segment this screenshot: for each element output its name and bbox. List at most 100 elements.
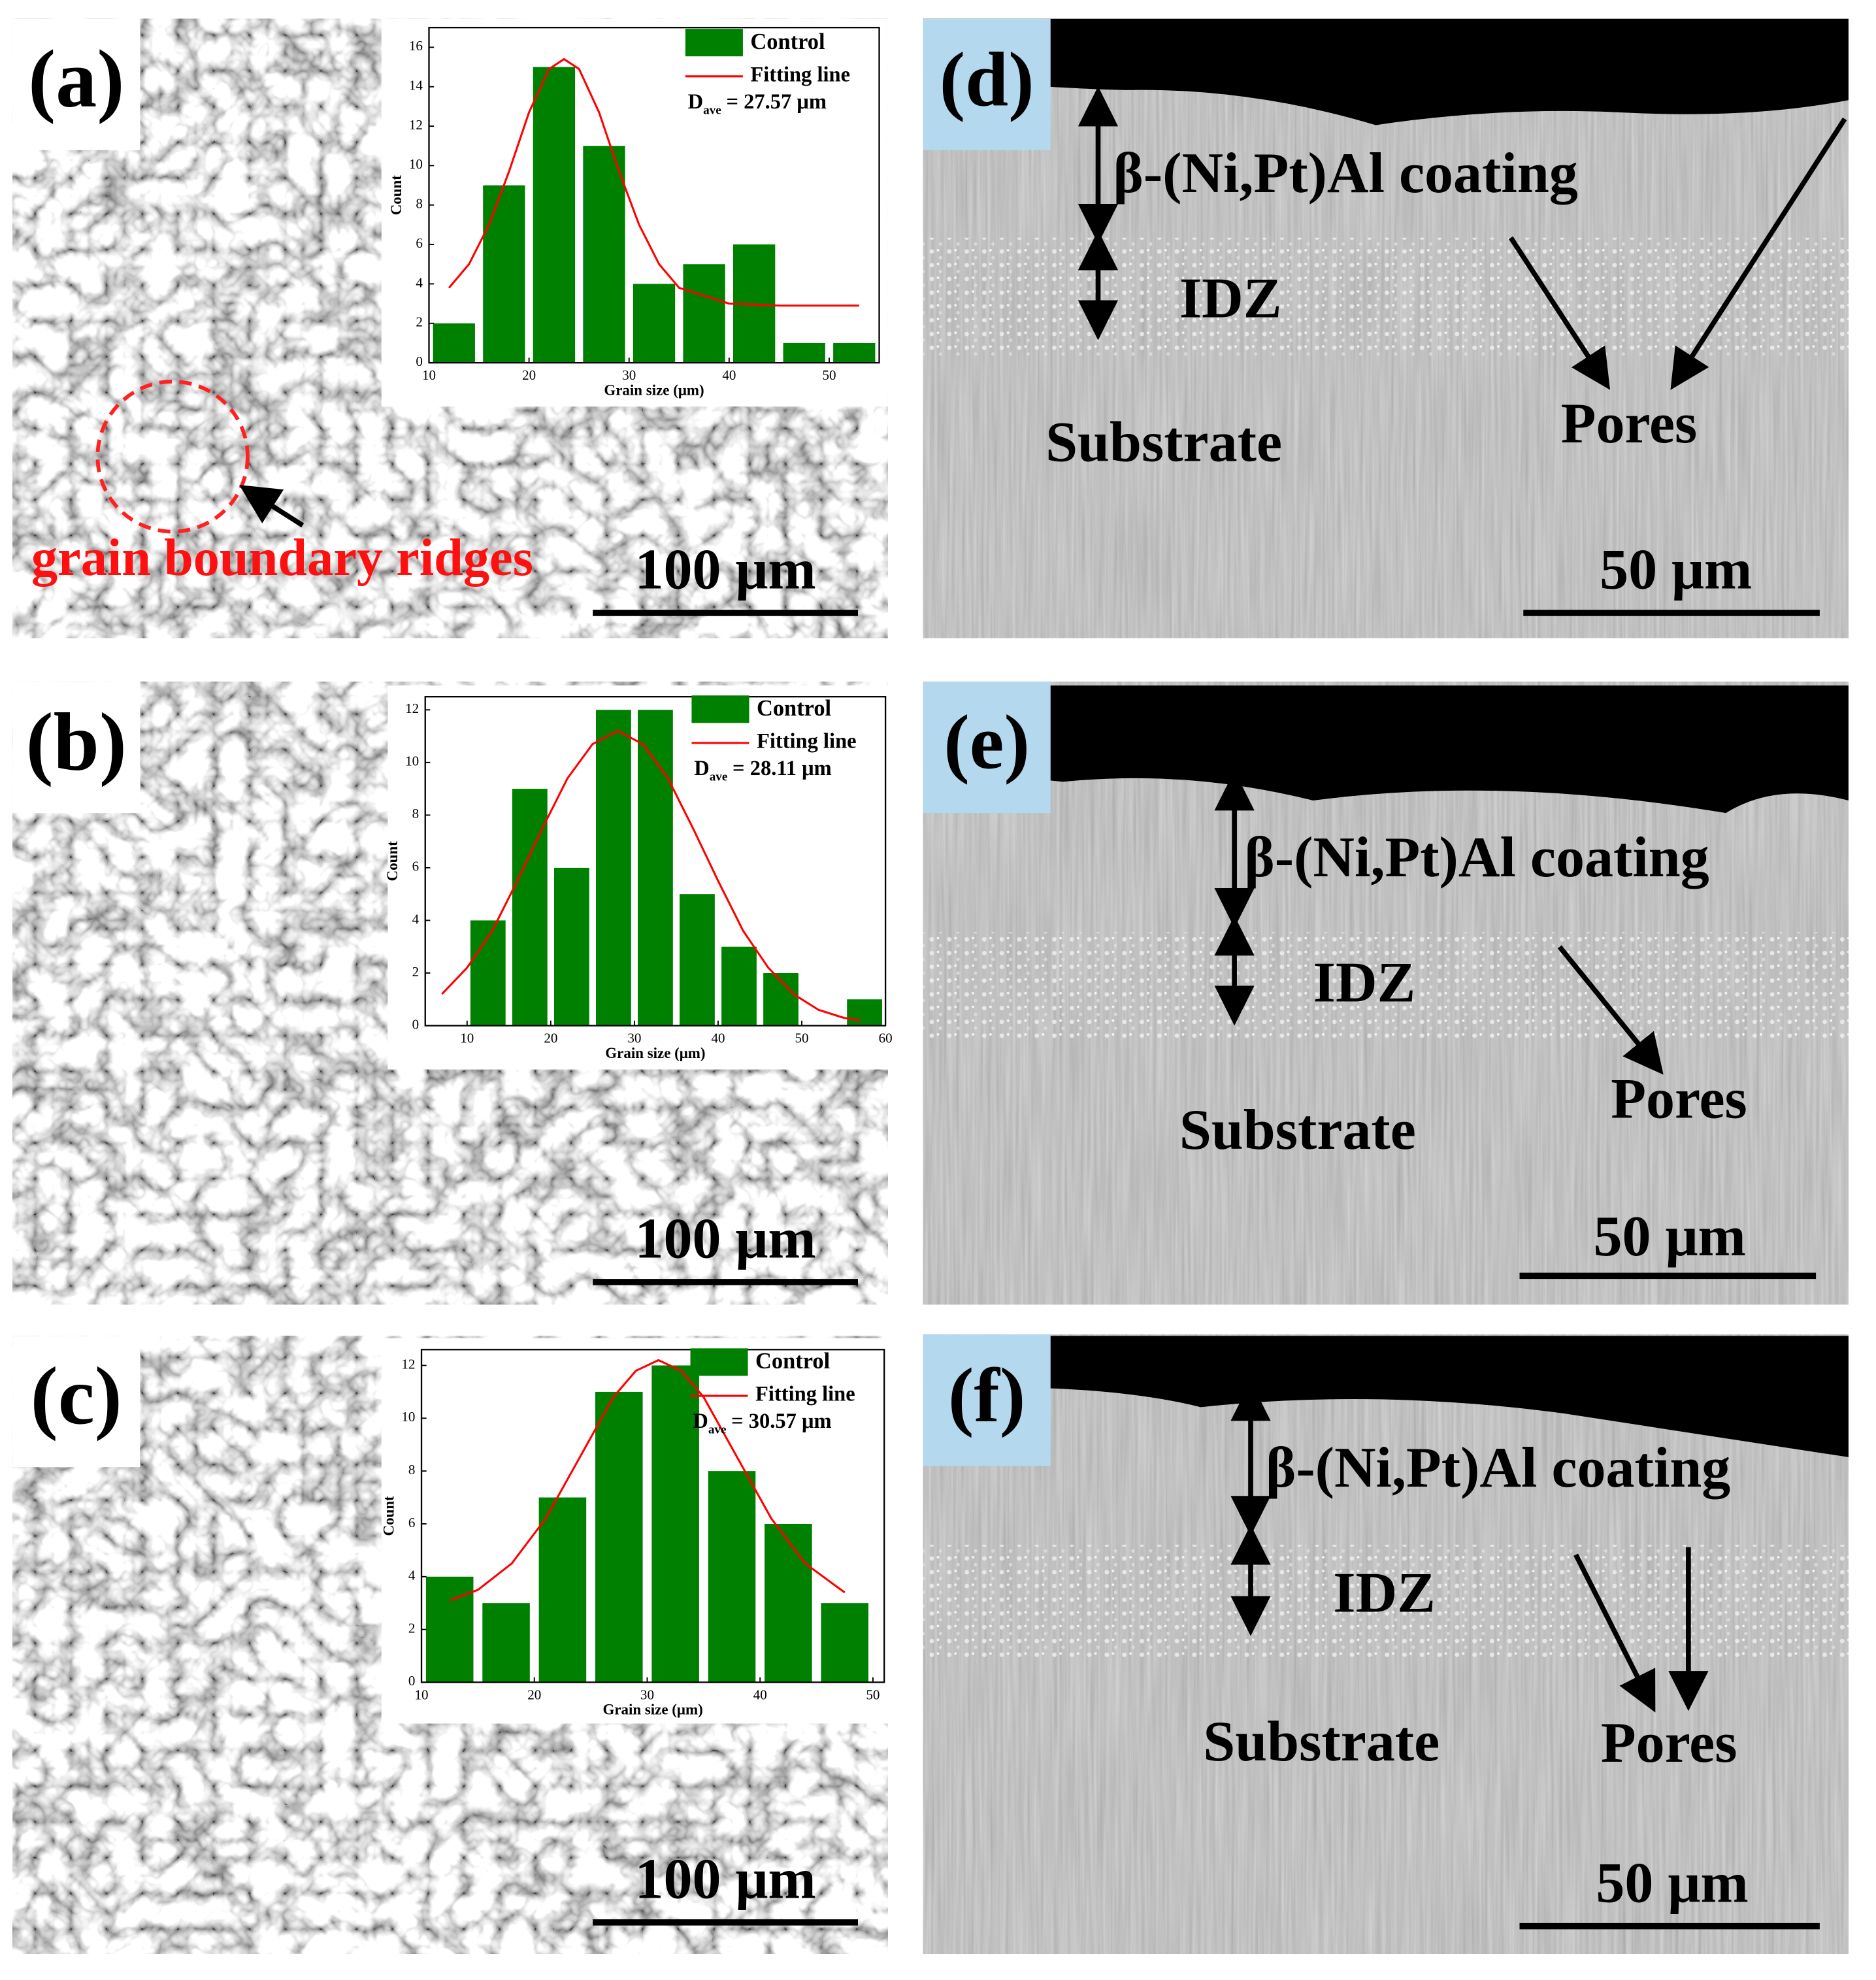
y-axis-label: Count — [388, 175, 404, 216]
label-box — [923, 18, 1051, 150]
label-box — [12, 18, 140, 150]
x-tick-label: 50 — [822, 367, 836, 383]
x-tick-label: 20 — [527, 1687, 541, 1702]
y-tick-label: 6 — [412, 859, 420, 874]
coating-label: β-(Ni,Pt)Al coating — [1113, 142, 1577, 205]
y-tick-label: 0 — [412, 1016, 420, 1032]
x-tick-label: 30 — [627, 1030, 641, 1046]
x-tick-label: 30 — [622, 367, 636, 383]
x-axis-label: Grain size (μm) — [605, 1045, 705, 1061]
y-tick-label: 2 — [408, 1620, 416, 1636]
grain-outline — [95, 379, 250, 534]
panel-label: (d) — [940, 36, 1034, 122]
x-tick-label: 10 — [460, 1030, 474, 1046]
substrate-label: Substrate — [1179, 1098, 1416, 1162]
x-tick-label: 40 — [753, 1687, 767, 1702]
bar — [595, 1391, 643, 1683]
annotation: Dave = 30.57 μm — [693, 1410, 831, 1437]
bar — [765, 1523, 812, 1683]
bar — [847, 999, 882, 1026]
y-tick-label: 8 — [412, 806, 420, 821]
annotation-symbol: D — [693, 1410, 708, 1434]
idz-band — [923, 931, 1849, 1038]
histogram: 10 20 30 40 50 0 2 4 6 8 10 12 Grain size (μm) Count C… — [380, 1338, 891, 1724]
bar — [651, 1365, 699, 1683]
bar — [425, 1576, 474, 1683]
y-tick-label: 16 — [409, 38, 423, 54]
arrow — [1508, 236, 1611, 390]
idz-label: IDZ — [1179, 267, 1282, 330]
idz-band — [923, 1544, 1849, 1658]
legend-label: Control — [757, 696, 831, 721]
idz-band — [923, 237, 1849, 357]
bse-panel: (d) β-(Ni,Pt)Al coating IDZ Substrate Pores 5… — [923, 18, 1849, 638]
bar — [721, 946, 757, 1026]
histogram: 10 20 30 40 50 0 2 4 6 8 10 12 14 16 Grain size (μm) Co… — [381, 18, 888, 407]
plot-frame — [424, 696, 887, 1027]
arrow — [1573, 1553, 1656, 1713]
bar — [638, 710, 673, 1026]
legend-swatch — [685, 29, 743, 57]
bar — [483, 185, 525, 363]
scale-bar-label: 50 μm — [1594, 1205, 1746, 1268]
y-tick-label: 4 — [408, 1568, 416, 1583]
legend-swatch — [691, 695, 749, 723]
plot-frame — [420, 1349, 885, 1683]
arrow — [1670, 117, 1847, 390]
panel-label: (c) — [31, 1350, 122, 1442]
surface — [923, 18, 1849, 125]
bar — [583, 146, 625, 363]
bar — [833, 342, 876, 363]
y-tick-label: 10 — [405, 753, 419, 769]
panel-label: (b) — [26, 696, 127, 787]
x-tick-label: 10 — [422, 367, 436, 383]
bar — [683, 264, 725, 363]
scale-bar-label: 50 μm — [1600, 538, 1752, 602]
fit-line — [448, 58, 859, 307]
bar — [783, 342, 825, 363]
label-box — [923, 1334, 1051, 1466]
label-box — [12, 682, 140, 814]
annotation-text: = 27.57 μm — [726, 90, 826, 114]
y-tick-label: 10 — [401, 1409, 415, 1425]
substrate-label: Substrate — [1203, 1710, 1440, 1774]
x-tick-label: 40 — [722, 367, 736, 383]
substrate-label: Substrate — [1045, 410, 1282, 474]
y-axis-label: Count — [384, 841, 401, 882]
y-tick-label: 12 — [409, 117, 423, 133]
legend-swatch — [690, 1348, 748, 1376]
scale-bar-label: 100 μm — [634, 1848, 815, 1911]
y-tick-label: 14 — [409, 78, 423, 93]
y-tick-label: 8 — [408, 1462, 416, 1477]
pores-label: Pores — [1601, 1711, 1737, 1775]
y-tick-label: 0 — [416, 354, 423, 369]
y-tick-label: 4 — [412, 911, 420, 927]
fit-line — [441, 729, 861, 1022]
legend-label: Fitting line — [750, 63, 850, 86]
annotation-symbol: D — [694, 757, 709, 781]
x-tick-label: 40 — [711, 1030, 725, 1046]
bar — [512, 789, 548, 1026]
surface — [923, 685, 1849, 814]
x-tick-label: 10 — [414, 1687, 428, 1702]
panel-label: (e) — [944, 699, 1030, 785]
annotation-symbol: D — [688, 90, 703, 114]
annotation: Dave = 28.11 μm — [694, 757, 831, 784]
panel-label: (f) — [948, 1352, 1026, 1438]
coating-label: β-(Ni,Pt)Al coating — [1244, 826, 1709, 889]
annotation-text: = 30.57 μm — [731, 1410, 831, 1434]
x-axis-label: Grain size (μm) — [604, 382, 704, 398]
pores-label: Pores — [1611, 1067, 1747, 1130]
annotation-subscript: ave — [708, 1423, 727, 1437]
x-tick-label: 50 — [795, 1030, 809, 1046]
bar — [821, 1603, 869, 1683]
annotation-text: = 28.11 μm — [732, 757, 832, 781]
annotation: Dave = 27.57 μm — [688, 90, 827, 117]
y-tick-label: 2 — [412, 964, 420, 980]
annotation-subscript: ave — [710, 770, 728, 784]
pores-label: Pores — [1561, 392, 1698, 455]
bar — [680, 894, 715, 1026]
surface — [923, 1336, 1849, 1457]
coating-label: β-(Ni,Pt)Al coating — [1266, 1436, 1730, 1500]
